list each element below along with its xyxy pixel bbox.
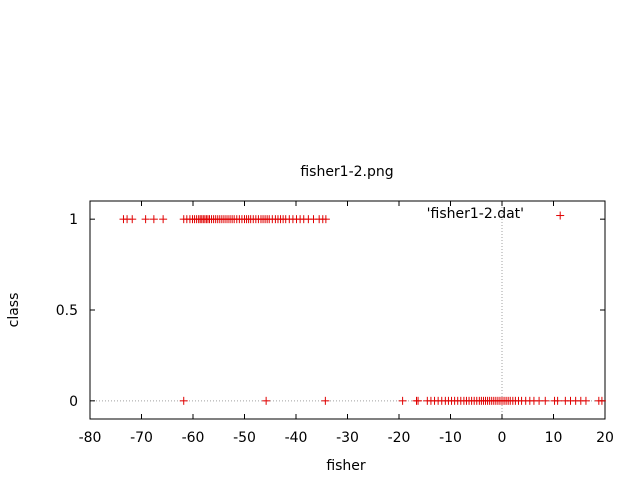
data-point [149, 215, 158, 224]
data-point [556, 211, 565, 220]
data-point [321, 396, 330, 405]
y-tick-label: 1 [69, 212, 78, 228]
data-point [128, 215, 137, 224]
data-point [581, 396, 590, 405]
zero-grid-lines [90, 201, 605, 419]
x-tick-label: -50 [233, 430, 256, 446]
x-tick-label: -10 [439, 430, 462, 446]
x-tick-label: -80 [79, 430, 102, 446]
x-tick-label: -40 [285, 430, 308, 446]
data-point [141, 215, 150, 224]
data-point [398, 396, 407, 405]
data-point [159, 215, 168, 224]
data-point [553, 396, 562, 405]
legend-label: 'fisher1-2.dat' [427, 206, 524, 222]
x-tick-label: 20 [596, 430, 614, 446]
plot-frame [89, 200, 606, 420]
x-axis-label: fisher [326, 458, 366, 474]
x-tick-label: -60 [182, 430, 205, 446]
y-tick-label: 0 [69, 394, 78, 410]
data-point [597, 396, 606, 405]
chart-title: fisher1-2.png [300, 164, 393, 180]
data-point [414, 396, 423, 405]
data-point [541, 396, 550, 405]
x-tick-label: -30 [336, 430, 359, 446]
x-tick-label: 0 [498, 430, 507, 446]
x-tick-label: 10 [545, 430, 563, 446]
data-point [179, 396, 188, 405]
y-axis-label: class [6, 293, 22, 328]
data-point [321, 215, 330, 224]
x-axis-ticks: -80 -70 -60 -50 -40 -30 -20 -10 0 10 20 [79, 201, 614, 446]
x-tick-label: -20 [388, 430, 411, 446]
y-axis-ticks: 00.51 [56, 212, 605, 410]
data-points [119, 211, 606, 405]
y-tick-label: 0.5 [56, 303, 78, 319]
x-tick-label: -70 [130, 430, 153, 446]
data-point [262, 396, 271, 405]
